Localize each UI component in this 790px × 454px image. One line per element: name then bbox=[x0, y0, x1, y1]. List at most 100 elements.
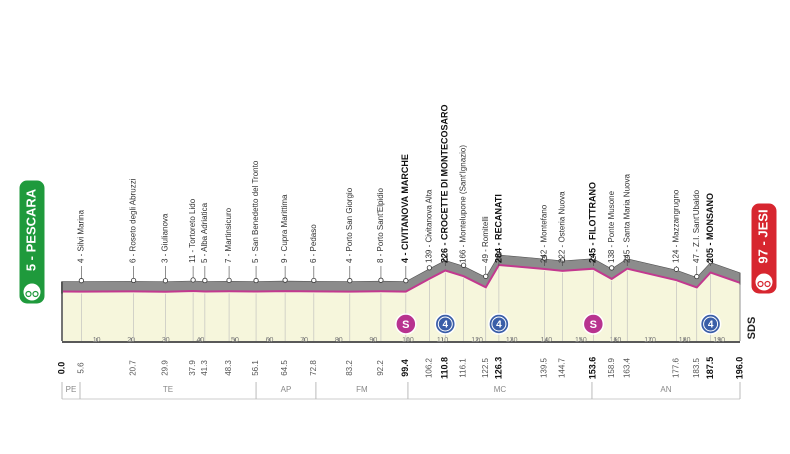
x-tick-label: 180 bbox=[679, 337, 691, 344]
x-tick-label: 190 bbox=[713, 337, 725, 344]
province-label: TE bbox=[163, 385, 173, 394]
location-dot bbox=[131, 277, 137, 284]
logo: SDS bbox=[746, 317, 758, 340]
x-tick-label: 30 bbox=[162, 337, 170, 344]
location-dot bbox=[590, 255, 596, 261]
km-label: 5.6 bbox=[76, 362, 85, 374]
location-label: 4 - Silvi Marina bbox=[76, 210, 85, 263]
location-dot bbox=[282, 277, 288, 283]
start-box bbox=[18, 179, 46, 305]
location-label: 138 - Ponte Musone bbox=[607, 190, 616, 263]
location-label: 7 - Martinsicuro bbox=[224, 207, 233, 263]
km-label: 183.5 bbox=[692, 357, 701, 378]
climb-ring bbox=[703, 316, 719, 332]
finish-box bbox=[750, 202, 778, 295]
location-dot bbox=[559, 257, 566, 263]
location-label: 9 - Cupra Marittima bbox=[280, 194, 289, 263]
province-label: FM bbox=[356, 385, 368, 394]
location-label: 245 - Santa Maria Nuova bbox=[622, 174, 631, 263]
location-label: 49 - Romitelli bbox=[481, 216, 490, 263]
km-label: 163.4 bbox=[622, 357, 631, 378]
finish-label: 97 - JESI bbox=[755, 209, 770, 263]
finish-wheel bbox=[757, 280, 764, 288]
location-label: 6 - Roseto degli Abruzzi bbox=[129, 178, 138, 263]
location-label: 205 - MONSANO bbox=[705, 193, 715, 263]
finish-wheel bbox=[764, 280, 771, 288]
location-label: 5 - Alba Adriatica bbox=[200, 202, 209, 263]
km-label: 48.3 bbox=[224, 360, 233, 376]
km-label: 116.1 bbox=[459, 358, 468, 378]
sprint-label: S bbox=[402, 319, 409, 331]
x-tick-label: 90 bbox=[369, 337, 377, 344]
x-tick-label: 80 bbox=[335, 337, 343, 344]
road-line bbox=[61, 263, 741, 293]
km-label: 106.2 bbox=[424, 357, 433, 378]
x-tick-label: 60 bbox=[266, 337, 274, 344]
location-dot bbox=[226, 277, 232, 283]
km-label: 196.0 bbox=[734, 357, 744, 380]
location-dot bbox=[496, 251, 502, 257]
location-label: 242 - Montefano bbox=[540, 204, 549, 263]
climb-label: 4 bbox=[496, 320, 502, 331]
x-tick-label: 40 bbox=[196, 337, 204, 344]
location-dot bbox=[707, 258, 714, 265]
x-tick-label: 20 bbox=[127, 337, 135, 344]
km-label: 0.0 bbox=[56, 362, 66, 375]
x-tick-label: 110 bbox=[437, 337, 448, 344]
km-label: 92.2 bbox=[376, 360, 385, 376]
sprint-marker bbox=[582, 313, 605, 335]
climb-ring bbox=[437, 316, 453, 332]
location-dot bbox=[253, 277, 259, 284]
km-label: 20.7 bbox=[129, 360, 138, 376]
location-label: 166 - Montelupone (Sant'Ignazio) bbox=[459, 145, 468, 263]
x-tick-label: 10 bbox=[93, 337, 101, 344]
location-label: 6 - Pedaso bbox=[309, 224, 318, 263]
location-dot bbox=[541, 255, 548, 261]
location-label: 4 - CIVITANOVA MARCHE bbox=[400, 154, 410, 263]
location-label: 47 - Z.I. Sant'Ubaldo bbox=[692, 189, 701, 263]
location-dot bbox=[190, 277, 196, 283]
km-label: 110.8 bbox=[440, 357, 450, 379]
location-dot bbox=[673, 266, 679, 272]
location-dot bbox=[78, 278, 84, 284]
x-tick-label: 140 bbox=[540, 337, 552, 344]
location-dot bbox=[162, 278, 169, 284]
location-dot bbox=[461, 262, 467, 268]
km-label: 72.8 bbox=[309, 360, 318, 376]
location-label: 4 - Porto San Giorgio bbox=[345, 187, 354, 263]
start-label: 5 - PESCARA bbox=[23, 188, 38, 271]
sprint-marker bbox=[395, 313, 417, 335]
location-dot bbox=[483, 273, 489, 279]
km-label: 122.5 bbox=[481, 357, 490, 378]
finish-icon bbox=[754, 272, 774, 292]
sprint-label: S bbox=[590, 319, 597, 331]
location-label: 5 - San Benedetto del Tronto bbox=[251, 160, 260, 263]
location-dot bbox=[442, 256, 448, 263]
location-label: 3 - Giulianova bbox=[161, 213, 170, 263]
location-label: 226 - CROCETTE DI MONTECOSARO bbox=[440, 104, 450, 263]
profile-base bbox=[62, 265, 740, 341]
x-tick-label: 170 bbox=[644, 337, 656, 344]
km-label: 187.5 bbox=[705, 357, 715, 380]
x-tick-label: 120 bbox=[471, 337, 483, 344]
location-dot bbox=[403, 278, 409, 284]
km-label: 144.7 bbox=[558, 357, 567, 378]
climb-label: 4 bbox=[708, 320, 714, 331]
location-label: 245 - FILOTTRANO bbox=[588, 182, 598, 263]
km-label: 56.1 bbox=[251, 360, 260, 376]
km-label: 64.5 bbox=[280, 360, 289, 376]
location-label: 11 - Tortoreto Lido bbox=[188, 198, 197, 263]
x-tick-label: 160 bbox=[610, 337, 622, 344]
location-label: 222 - Osteria Nuova bbox=[558, 191, 567, 263]
location-dot bbox=[202, 277, 208, 284]
province-label: AN bbox=[660, 385, 671, 394]
location-label: 8 - Porto Sant'Elpidio bbox=[376, 188, 385, 263]
location-dot bbox=[624, 255, 630, 261]
location-dot bbox=[426, 265, 432, 271]
start-wheel bbox=[25, 290, 32, 298]
climb-ring bbox=[491, 316, 507, 332]
km-label: 41.3 bbox=[200, 360, 209, 376]
location-dot bbox=[378, 277, 384, 283]
